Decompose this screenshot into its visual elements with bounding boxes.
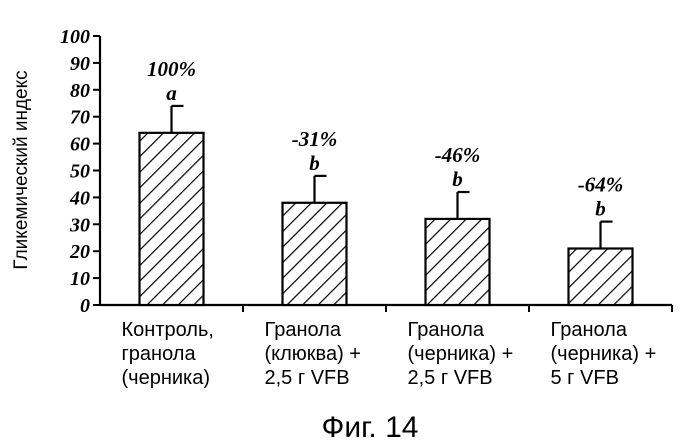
category-label-line: (клюква) + bbox=[265, 343, 361, 365]
y-tick-label: 60 bbox=[70, 134, 90, 156]
y-tick-label: 40 bbox=[69, 187, 90, 209]
category-label-line: 2,5 г VFB bbox=[265, 367, 350, 389]
y-axis-label: Гликемический индекс bbox=[11, 70, 32, 269]
bar bbox=[569, 249, 633, 305]
significance-letter: b bbox=[452, 167, 463, 191]
significance-letter: a bbox=[166, 81, 177, 105]
bar bbox=[283, 203, 347, 305]
significance-letter: b bbox=[595, 197, 606, 221]
category-label-line: Гранола bbox=[265, 319, 342, 341]
category-label: Гранола(клюква) +2,5 г VFB bbox=[265, 319, 361, 389]
category-label: Гранола(черника) +2,5 г VFB bbox=[408, 319, 514, 389]
category-label-line: 2,5 г VFB bbox=[408, 367, 493, 389]
category-label-line: Контроль, bbox=[122, 319, 214, 341]
category-label-line: (черника) bbox=[122, 367, 211, 389]
y-tick-label: 100 bbox=[60, 26, 90, 48]
category-label-line: (черника) + bbox=[408, 343, 514, 365]
category-label: Контроль,гранола(черника) bbox=[122, 319, 214, 389]
category-label-line: Гранола bbox=[408, 319, 485, 341]
bar bbox=[426, 219, 490, 305]
figure-caption: Фиг. 14 bbox=[322, 411, 419, 444]
significance-letter: b bbox=[309, 151, 320, 175]
category-label-line: гранола bbox=[122, 343, 197, 365]
y-tick-label: 90 bbox=[70, 53, 90, 75]
y-tick-label: 70 bbox=[70, 107, 90, 129]
y-tick-label: 80 bbox=[70, 80, 90, 102]
y-tick-label: 0 bbox=[80, 295, 90, 317]
category-label-line: Гранола bbox=[551, 319, 628, 341]
percent-label: -31% bbox=[292, 127, 338, 151]
percent-label: 100% bbox=[147, 57, 196, 81]
y-tick-label: 50 bbox=[70, 161, 90, 183]
bars bbox=[140, 106, 633, 305]
category-label: Гранола(черника) +5 г VFB bbox=[551, 319, 657, 389]
glycemic-index-bar-chart: 0 10 20 30 40 50 60 70 80 90 100 a100% Контроль,гра… bbox=[0, 0, 700, 448]
y-tick-label: 20 bbox=[69, 241, 90, 263]
y-tick-label: 30 bbox=[69, 214, 90, 236]
percent-label: -64% bbox=[578, 173, 624, 197]
bar bbox=[140, 133, 204, 305]
category-label-line: (черника) + bbox=[551, 343, 657, 365]
y-tick-label: 10 bbox=[70, 268, 90, 290]
percent-label: -46% bbox=[435, 143, 481, 167]
category-label-line: 5 г VFB bbox=[551, 367, 619, 389]
